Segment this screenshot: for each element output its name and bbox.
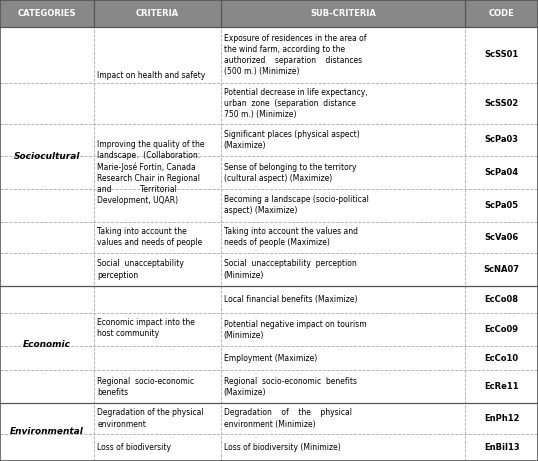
Bar [0,253,538,286]
Text: Potential negative impact on tourism
(Minimize): Potential negative impact on tourism (Mi… [224,320,366,340]
Bar [0,286,538,313]
Text: CRITERIA: CRITERIA [136,9,179,18]
Text: SUB-CRITERIA: SUB-CRITERIA [310,9,376,18]
Bar [0,124,538,156]
Bar [0,403,538,434]
Text: ScPa04: ScPa04 [485,168,519,177]
Text: ScPa03: ScPa03 [485,136,519,144]
Bar [0,346,538,370]
Text: Environmental: Environmental [10,427,84,437]
Text: CODE: CODE [489,9,514,18]
Text: Social  unacceptability  perception
(Minimize): Social unacceptability perception (Minim… [224,260,357,279]
Text: CATEGORIES: CATEGORIES [18,9,76,18]
Text: ScVa06: ScVa06 [485,233,519,242]
Bar [0,27,538,83]
Text: Exposure of residences in the area of
the wind farm, according to the
authorized: Exposure of residences in the area of th… [224,34,366,76]
Text: Social  unacceptability
perception: Social unacceptability perception [97,260,184,279]
Text: Employment (Maximize): Employment (Maximize) [224,354,317,363]
Bar [0,313,538,346]
Text: EcRe11: EcRe11 [484,382,519,391]
Text: Taking into account the
values and needs of people: Taking into account the values and needs… [97,227,203,247]
Bar [0,370,538,403]
Text: Loss of biodiversity: Loss of biodiversity [97,443,172,452]
Text: EnBil13: EnBil13 [484,443,520,452]
Text: ScNA07: ScNA07 [484,265,520,274]
Text: Degradation of the physical
environment: Degradation of the physical environment [97,408,204,429]
Text: Improving the quality of the
landscape.  (Collaboration:
Marie-José Fortin, Cana: Improving the quality of the landscape. … [97,140,205,205]
Bar [0,156,538,189]
Text: Economic impact into the
host community: Economic impact into the host community [97,318,195,338]
Text: Economic: Economic [23,340,71,349]
Text: Sociocultural: Sociocultural [14,152,80,161]
Bar [0,83,538,124]
Text: Degradation    of    the    physical
environment (Minimize): Degradation of the physical environment … [224,408,352,429]
Text: Regional  socio-economic
benefits: Regional socio-economic benefits [97,377,195,397]
Text: Local financial benefits (Maximize): Local financial benefits (Maximize) [224,296,357,304]
Text: Becoming a landscape (socio-political
aspect) (Maximize): Becoming a landscape (socio-political as… [224,195,369,215]
Text: Significant places (physical aspect)
(Maximize): Significant places (physical aspect) (Ma… [224,130,359,150]
Text: EnPh12: EnPh12 [484,414,519,423]
Bar [0,434,538,461]
Text: Taking into account the values and
needs of people (Maximize): Taking into account the values and needs… [224,227,358,247]
Text: ScSS02: ScSS02 [485,99,519,108]
Text: ScPa05: ScPa05 [485,201,519,210]
Text: ScSS01: ScSS01 [485,50,519,59]
Bar [0,189,538,222]
Text: Impact on health and safety: Impact on health and safety [97,71,206,80]
Text: Loss of biodiversity (Minimize): Loss of biodiversity (Minimize) [224,443,341,452]
Bar [0,0,538,27]
Text: EcCo08: EcCo08 [485,296,519,304]
Bar [0,222,538,253]
Text: Potential decrease in life expectancy,
urban  zone  (separation  distance
750 m.: Potential decrease in life expectancy, u… [224,88,367,119]
Text: Regional  socio-economic  benefits
(Maximize): Regional socio-economic benefits (Maximi… [224,377,357,397]
Text: EcCo09: EcCo09 [485,325,519,334]
Text: Sense of belonging to the territory
(cultural aspect) (Maximize): Sense of belonging to the territory (cul… [224,163,356,183]
Text: EcCo10: EcCo10 [485,354,519,363]
